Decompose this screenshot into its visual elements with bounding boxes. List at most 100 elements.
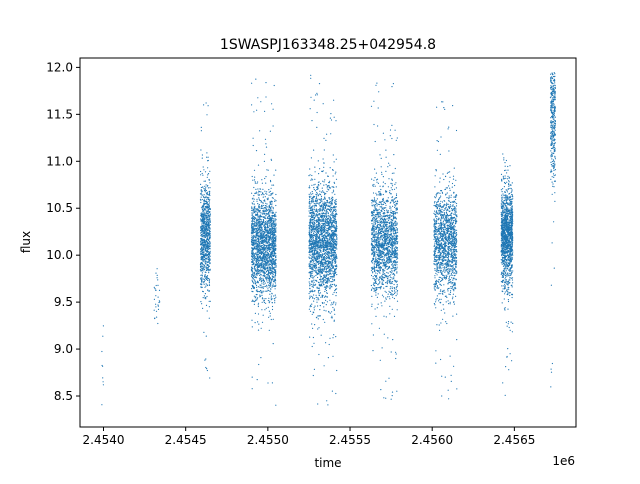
data-point: [322, 229, 324, 231]
data-point: [204, 236, 206, 238]
data-point: [313, 257, 315, 259]
data-point: [317, 297, 319, 299]
data-point: [313, 231, 315, 233]
data-point: [264, 290, 266, 292]
data-point: [314, 225, 316, 228]
data-point: [153, 286, 155, 288]
data-point: [267, 217, 269, 219]
data-point: [326, 224, 328, 227]
data-point: [208, 211, 210, 213]
data-point: [259, 286, 261, 288]
data-point: [267, 300, 269, 302]
data-point: [329, 237, 331, 239]
data-point: [324, 216, 326, 218]
data-point: [157, 308, 160, 310]
data-point: [331, 200, 333, 202]
data-point: [331, 256, 333, 258]
data-point: [259, 218, 261, 220]
data-point: [258, 197, 260, 199]
data-point: [200, 130, 202, 132]
data-point: [313, 309, 315, 311]
data-point: [267, 257, 269, 259]
data-point: [251, 202, 253, 204]
data-point: [208, 179, 210, 181]
data-point: [263, 243, 265, 246]
data-point: [325, 262, 327, 264]
data-point: [327, 286, 329, 288]
data-point: [255, 222, 257, 225]
data-point: [333, 186, 335, 188]
data-point: [200, 235, 202, 237]
data-point: [200, 241, 202, 243]
data-point: [266, 209, 268, 211]
data-point: [200, 301, 202, 303]
data-point: [256, 212, 258, 214]
data-point: [257, 329, 260, 331]
data-point: [208, 300, 210, 302]
data-point: [311, 208, 314, 210]
data-point: [335, 198, 337, 201]
data-point: [254, 312, 256, 314]
data-point: [255, 191, 257, 193]
data-point: [319, 245, 321, 247]
data-point: [265, 146, 268, 148]
data-point: [201, 259, 203, 261]
data-point: [325, 304, 327, 306]
data-point: [334, 219, 336, 221]
data-point: [317, 202, 319, 204]
data-point: [208, 193, 210, 196]
data-point: [267, 288, 269, 290]
data-point: [330, 133, 332, 135]
data-point: [271, 308, 274, 311]
data-point: [253, 282, 255, 284]
data-point: [322, 268, 324, 270]
data-point: [310, 231, 312, 234]
data-point: [257, 211, 259, 213]
data-point: [335, 336, 337, 338]
data-point: [323, 264, 325, 266]
data-point: [328, 270, 330, 272]
data-point: [200, 199, 202, 201]
data-point: [330, 263, 332, 265]
data-point: [251, 257, 254, 259]
data-point: [265, 252, 267, 254]
data-point: [316, 94, 318, 96]
data-point: [310, 243, 312, 245]
data-point: [261, 207, 263, 209]
data-point: [322, 170, 324, 172]
data-point: [333, 217, 335, 220]
data-point: [257, 290, 259, 293]
data-point: [322, 220, 324, 222]
data-point: [325, 239, 327, 242]
data-point: [202, 307, 204, 309]
data-point: [205, 184, 207, 186]
data-point: [206, 197, 208, 199]
data-point: [155, 303, 157, 305]
data-point: [269, 238, 271, 240]
data-point: [202, 206, 204, 208]
data-point: [203, 251, 205, 253]
data-point: [268, 209, 270, 211]
data-point: [202, 218, 204, 220]
data-point: [316, 126, 318, 128]
data-point: [261, 241, 263, 243]
data-point: [201, 282, 203, 284]
data-point: [256, 223, 258, 225]
data-point: [205, 304, 208, 306]
data-point: [274, 220, 276, 222]
data-points-layer: [101, 72, 557, 406]
data-point: [308, 251, 311, 253]
data-point: [267, 274, 269, 276]
data-point: [266, 206, 268, 208]
data-point: [208, 214, 210, 217]
data-point: [329, 209, 331, 211]
data-point: [273, 268, 275, 270]
data-point: [271, 246, 273, 248]
data-point: [270, 295, 272, 297]
data-point: [318, 299, 320, 301]
data-point: [209, 263, 211, 265]
data-point: [273, 295, 275, 297]
data-point: [322, 215, 324, 217]
data-point: [251, 82, 253, 84]
data-point: [315, 246, 317, 248]
